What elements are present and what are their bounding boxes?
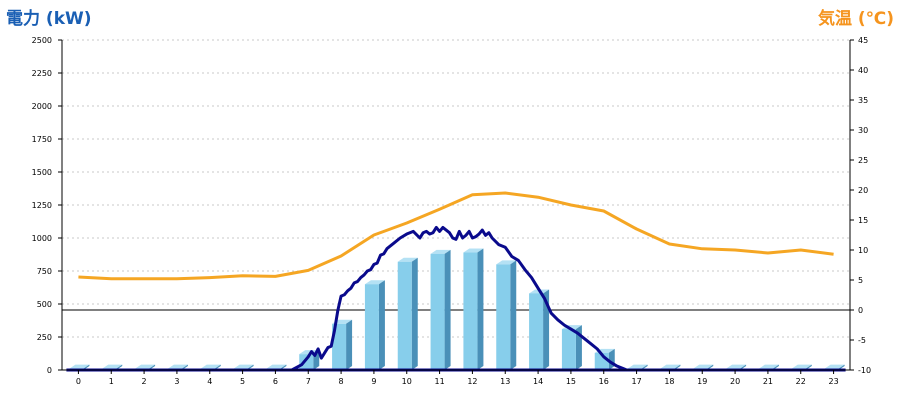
x-tick-label: 14 — [533, 377, 543, 386]
line-layer — [66, 191, 846, 372]
right-tick-label: 5 — [858, 276, 863, 285]
bar-top — [791, 364, 812, 369]
x-tick-label: 3 — [174, 377, 179, 386]
x-tick-label: 6 — [273, 377, 278, 386]
right-tick-label: 35 — [858, 96, 868, 105]
x-tick-label: 0 — [76, 377, 81, 386]
left-tick-label: 1250 — [32, 201, 52, 210]
bar-top — [364, 280, 385, 285]
bar-side — [510, 260, 517, 370]
x-tick-label: 4 — [207, 377, 212, 386]
right-axis-title: 気温 (℃) — [817, 9, 894, 29]
bar-top — [102, 364, 123, 369]
bar-side — [543, 289, 550, 370]
bar — [561, 329, 576, 370]
bar — [332, 323, 347, 370]
bar-side — [346, 319, 353, 370]
right-tick-label: 10 — [858, 246, 868, 255]
bar-side — [378, 280, 385, 370]
left-tick-label: 500 — [37, 300, 52, 309]
x-tick-label: 22 — [796, 377, 806, 386]
bar-top — [200, 364, 221, 369]
bar — [364, 284, 379, 370]
x-tick-label: 5 — [240, 377, 245, 386]
x-tick-label: 9 — [371, 377, 376, 386]
left-tick-label: 2250 — [32, 69, 52, 78]
bar — [299, 354, 314, 370]
bar-top — [726, 364, 747, 369]
bar-top — [135, 364, 156, 369]
bar-side — [477, 248, 484, 370]
power-line — [291, 225, 628, 372]
right-tick-label: 30 — [858, 126, 868, 135]
x-tick-label: 2 — [142, 377, 147, 386]
x-tick-label: 17 — [631, 377, 641, 386]
bar — [397, 261, 412, 370]
bar-top — [430, 249, 451, 254]
bar-top — [758, 364, 779, 369]
bar-top — [397, 257, 418, 262]
left-tick-label: 1750 — [32, 135, 52, 144]
right-tick-label: 45 — [858, 36, 868, 45]
axis-layer: 02505007501000125015001750200022502500-1… — [32, 36, 871, 386]
bar-top — [824, 364, 845, 369]
bar-top — [627, 364, 648, 369]
x-tick-label: 20 — [730, 377, 740, 386]
bar-layer — [69, 248, 845, 370]
bar-side — [444, 249, 451, 370]
left-axis-title: 電力 (kW) — [6, 9, 92, 29]
x-tick-label: 15 — [566, 377, 576, 386]
x-tick-label: 21 — [763, 377, 773, 386]
right-tick-label: 15 — [858, 216, 868, 225]
left-tick-label: 1500 — [32, 168, 52, 177]
left-tick-label: 2500 — [32, 36, 52, 45]
right-tick-label: 0 — [858, 306, 863, 315]
bar — [496, 264, 511, 370]
left-tick-label: 250 — [37, 333, 52, 342]
right-tick-label: 40 — [858, 66, 868, 75]
x-tick-label: 16 — [599, 377, 609, 386]
bar-top — [266, 364, 287, 369]
bar-top — [167, 364, 188, 369]
bar — [463, 252, 478, 370]
bar-side — [411, 257, 418, 370]
bar-top — [233, 364, 254, 369]
left-tick-label: 750 — [37, 267, 52, 276]
bar-top — [496, 260, 517, 265]
temperature-line — [78, 191, 834, 281]
left-tick-label: 1000 — [32, 234, 52, 243]
right-tick-label: -10 — [858, 366, 871, 375]
bar-top — [463, 248, 484, 253]
x-tick-label: 12 — [467, 377, 477, 386]
x-tick-label: 18 — [664, 377, 674, 386]
bar — [529, 293, 544, 370]
x-tick-label: 1 — [109, 377, 114, 386]
x-tick-label: 8 — [339, 377, 344, 386]
bar-top — [660, 364, 681, 369]
right-tick-label: 25 — [858, 156, 868, 165]
right-tick-label: -5 — [858, 336, 866, 345]
bar-top — [693, 364, 714, 369]
bar-top — [69, 364, 90, 369]
x-tick-label: 23 — [828, 377, 838, 386]
left-tick-label: 2000 — [32, 102, 52, 111]
x-tick-label: 11 — [434, 377, 444, 386]
x-tick-label: 19 — [697, 377, 707, 386]
x-tick-label: 13 — [500, 377, 510, 386]
x-tick-label: 10 — [402, 377, 412, 386]
grid-layer — [62, 39, 850, 338]
right-tick-label: 20 — [858, 186, 868, 195]
bar — [430, 253, 445, 370]
left-tick-label: 0 — [47, 366, 52, 375]
x-tick-label: 7 — [306, 377, 311, 386]
